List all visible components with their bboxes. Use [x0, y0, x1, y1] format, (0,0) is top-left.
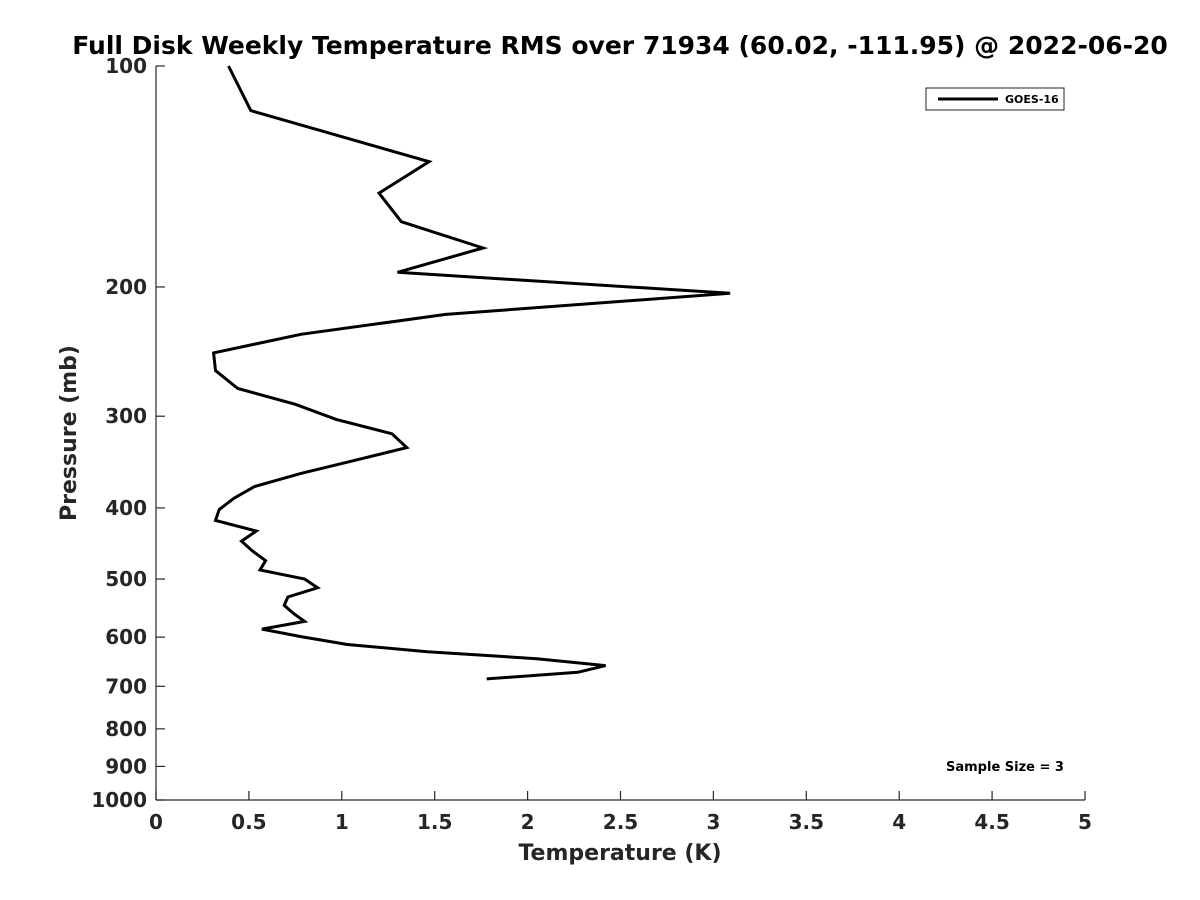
x-tick-label: 3 [706, 810, 720, 834]
y-tick-label: 400 [105, 496, 147, 520]
x-tick-label: 4.5 [974, 810, 1009, 834]
y-tick-label: 900 [105, 754, 147, 778]
x-tick-label: 5 [1078, 810, 1092, 834]
x-tick-label: 2 [521, 810, 535, 834]
legend-label-goes-16: GOES-16 [1005, 93, 1059, 106]
y-tick-label: 1000 [91, 788, 147, 812]
series-line-goes-16 [211, 65, 731, 681]
y-tick-label: 200 [105, 275, 147, 299]
sample-size-annotation: Sample Size = 3 [946, 760, 1064, 775]
chart-title: Full Disk Weekly Temperature RMS over 71… [72, 31, 1168, 60]
y-tick-label: 300 [105, 404, 147, 428]
x-axis-label: Temperature (K) [518, 841, 721, 866]
x-axis-ticks: 0 0.5 1 1.5 2 2.5 3 3.5 4 4.5 5 [149, 791, 1092, 834]
x-tick-label: 2.5 [603, 810, 638, 834]
y-tick-label: 500 [105, 567, 147, 591]
legend: GOES-16 [925, 87, 1065, 111]
y-tick-label: 100 [105, 54, 147, 78]
y-axis-ticks: 100 200 300 400 500 600 700 800 900 1000 [91, 54, 165, 812]
y-tick-label: 600 [105, 625, 147, 649]
y-tick-label: 800 [105, 717, 147, 741]
y-tick-label: 700 [105, 674, 147, 698]
x-tick-label: 0.5 [231, 810, 266, 834]
x-tick-label: 4 [892, 810, 906, 834]
x-tick-label: 3.5 [789, 810, 824, 834]
x-tick-label: 1 [335, 810, 349, 834]
x-tick-label: 0 [149, 810, 163, 834]
plot-area [156, 66, 1085, 800]
x-tick-label: 1.5 [417, 810, 452, 834]
y-axis-label: Pressure (mb) [57, 345, 82, 521]
